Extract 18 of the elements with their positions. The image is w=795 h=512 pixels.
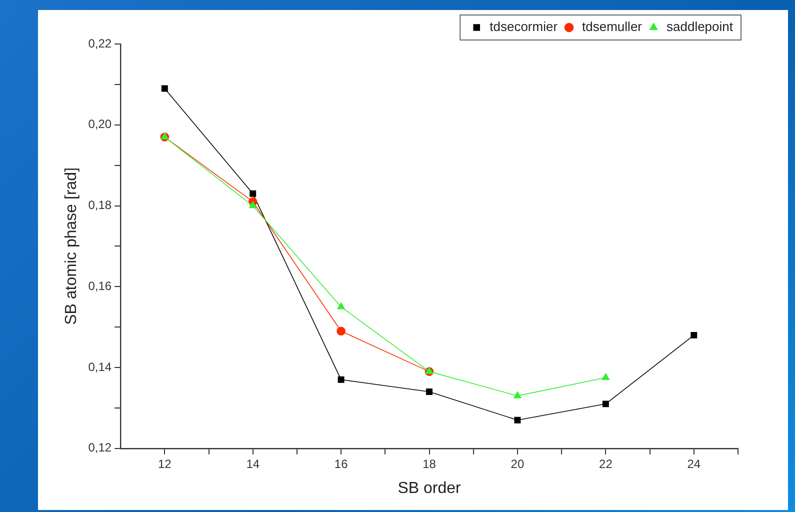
y-tick-label: 0,20 — [88, 117, 112, 132]
x-tick-label: 16 — [334, 456, 348, 471]
y-tick-label: 0,22 — [88, 36, 112, 50]
y-tick-label: 0,12 — [88, 440, 112, 455]
legend-label: saddlepoint — [666, 19, 734, 34]
y-axis-title: SB atomic phase [rad] — [63, 167, 80, 325]
x-tick-label: 14 — [246, 456, 260, 471]
x-tick-label: 18 — [422, 456, 436, 471]
x-tick-label: 20 — [510, 456, 524, 471]
x-axis-title: SB order — [398, 480, 462, 497]
y-tick-label: 0,14 — [88, 360, 112, 374]
y-tick-label: 0,16 — [88, 278, 112, 293]
x-tick-label: 24 — [687, 456, 701, 471]
x-tick-label: 12 — [158, 456, 172, 471]
x-tick-label: 22 — [599, 456, 613, 471]
legend-label: tdsecormier — [490, 19, 558, 34]
y-tick-label: 0,18 — [88, 198, 112, 212]
legend-label: tdsemuller — [582, 19, 643, 34]
